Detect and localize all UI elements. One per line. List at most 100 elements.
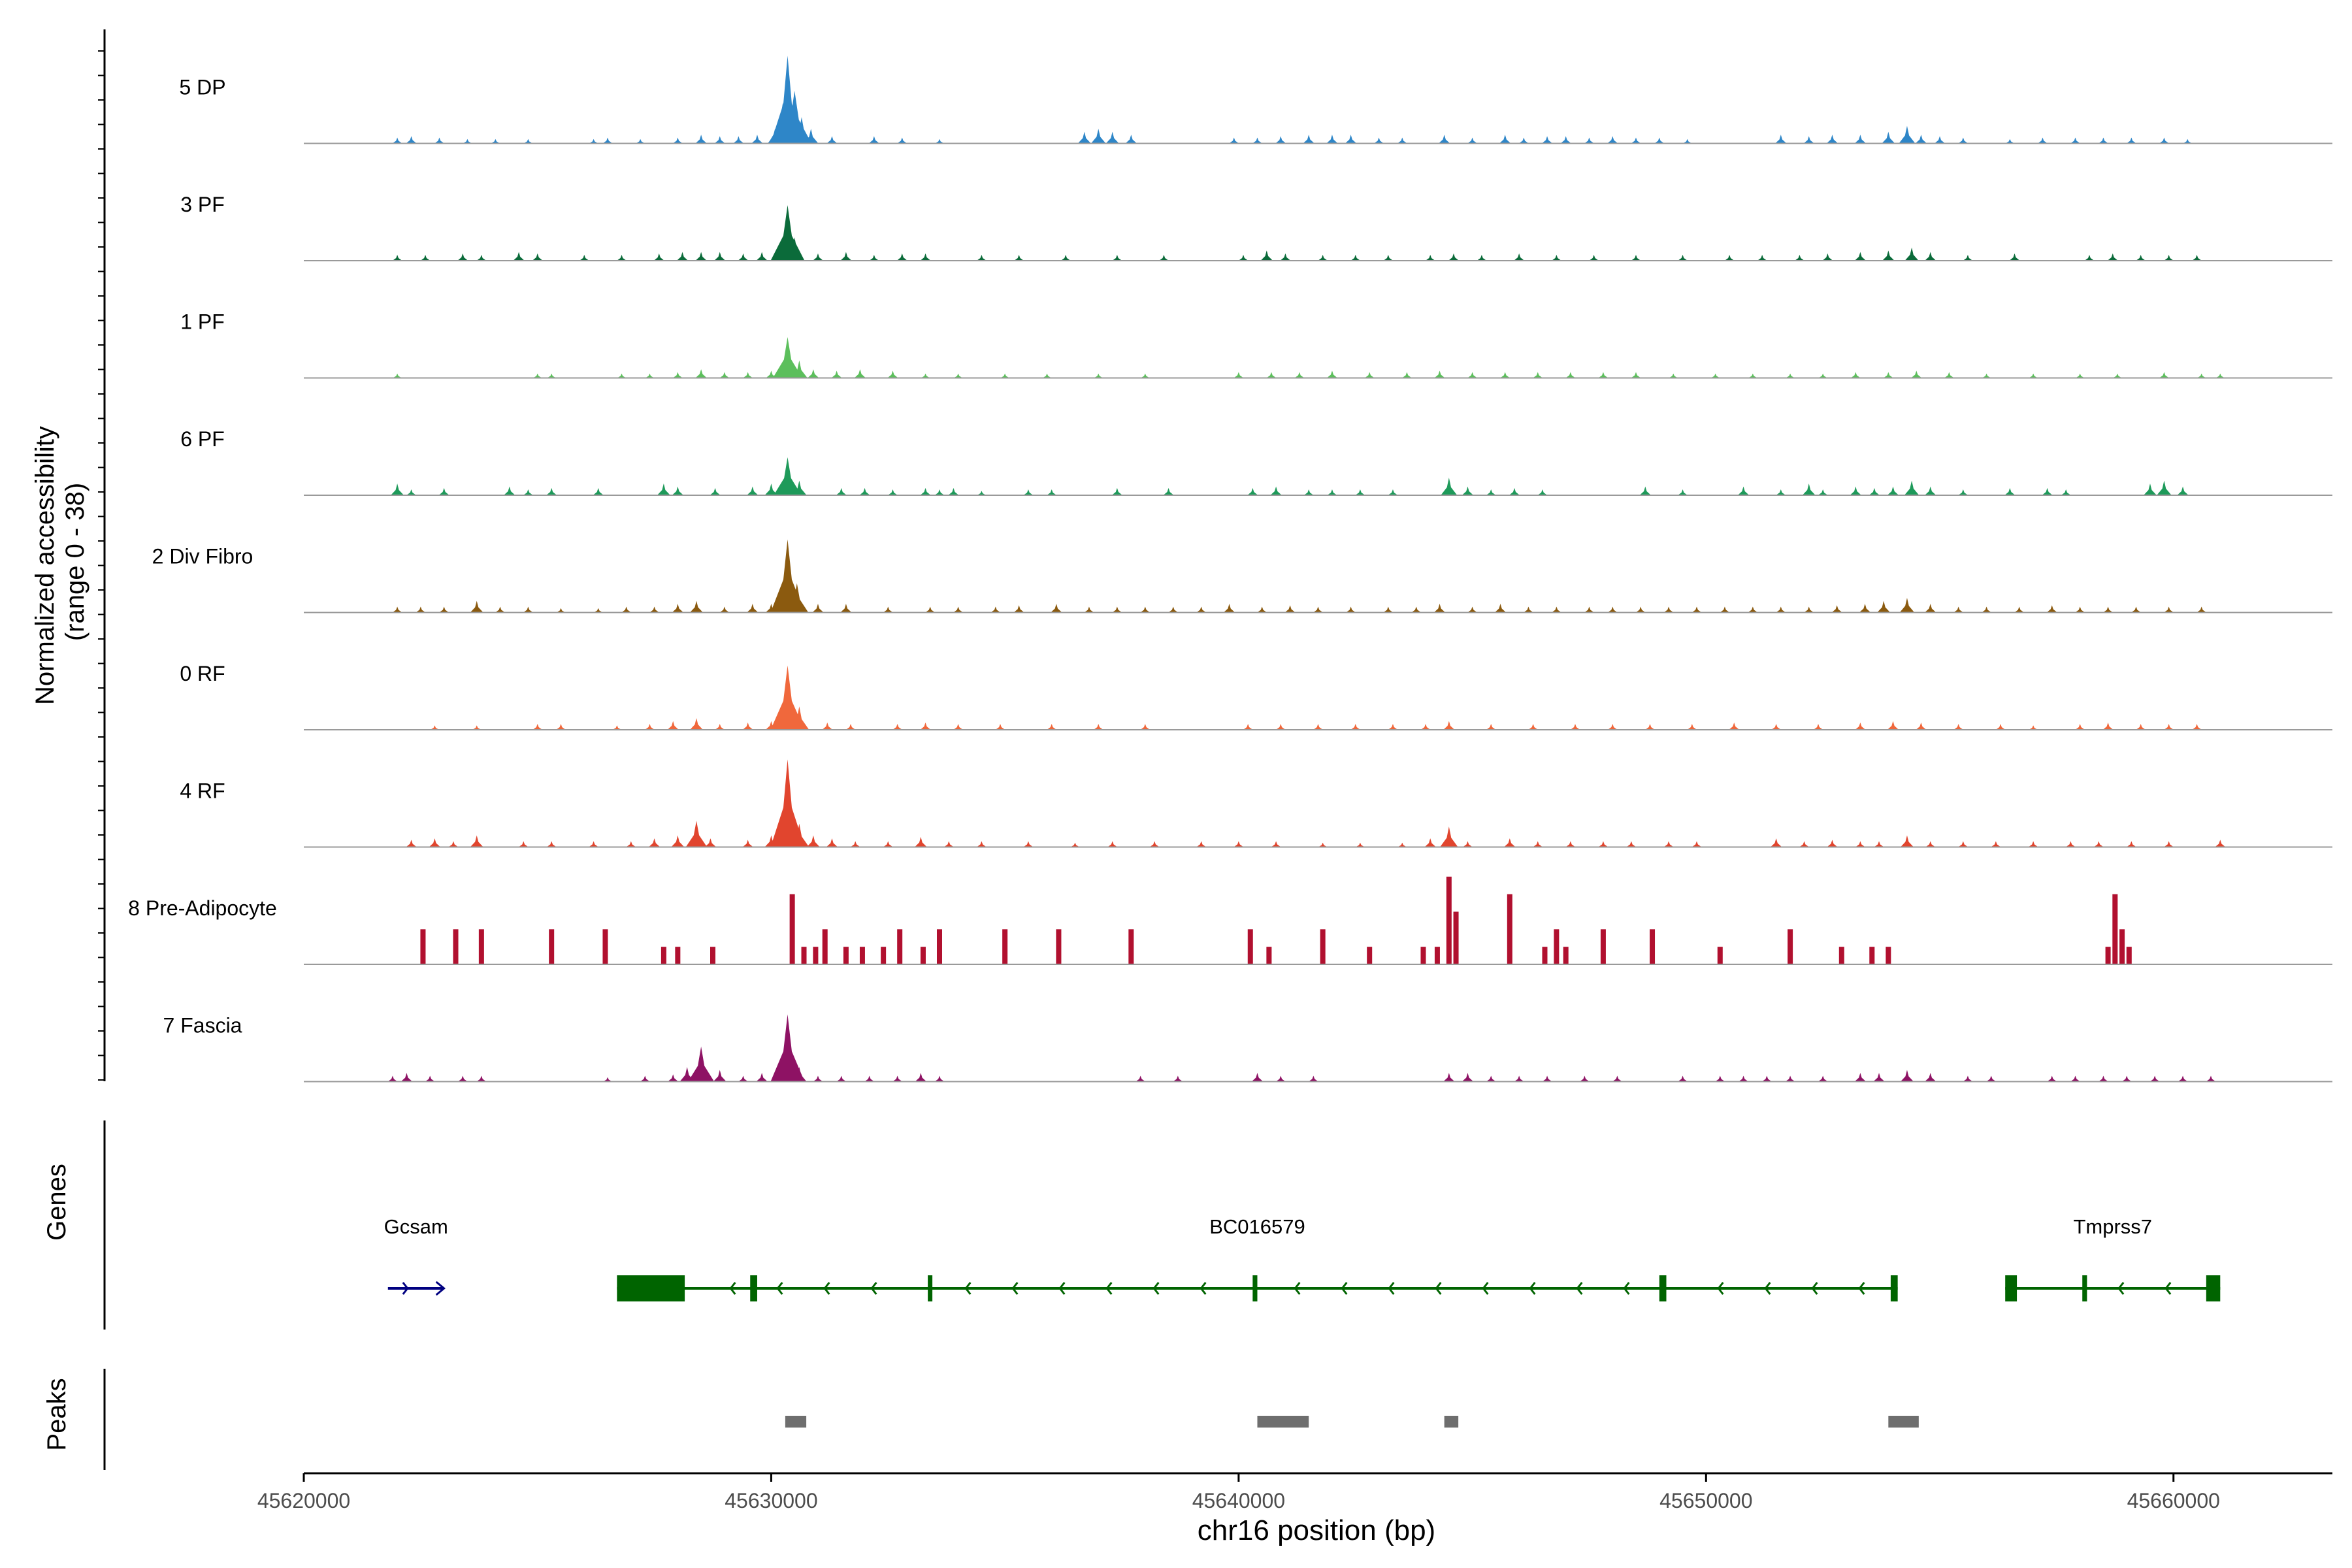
coverage-peak (1467, 372, 1478, 378)
coverage-peak (854, 369, 866, 378)
coverage-peak (1831, 605, 1842, 613)
coverage-peak (976, 841, 987, 847)
coverage-peak (719, 606, 730, 613)
coverage-peak (2192, 255, 2202, 261)
coverage-peak (766, 370, 777, 378)
x-tick-label: 45620000 (257, 1489, 350, 1512)
coverage-peak (1900, 1070, 1914, 1082)
coverage-peak (1443, 721, 1455, 730)
coverage-peak (1771, 724, 1782, 730)
coverage-peak (1724, 255, 1735, 261)
coverage-peak (883, 606, 893, 613)
coverage-peak (1982, 606, 1992, 613)
coverage-peak (616, 255, 627, 261)
coverage-peak (733, 136, 744, 144)
coverage-peak (1499, 135, 1511, 144)
coverage-peak (1252, 137, 1262, 144)
coverage-bar (1600, 929, 1606, 964)
coverage-peak (1589, 255, 1599, 261)
coverage-peak (887, 370, 898, 378)
coverage-peak (672, 372, 683, 378)
coverage-peak (672, 604, 684, 613)
gene-exon (2005, 1275, 2017, 1301)
coverage-peak (1397, 137, 1407, 144)
coverage-peak (1275, 724, 1286, 730)
coverage-peak (803, 129, 819, 144)
coverage-bar (789, 894, 795, 964)
coverage-peak (657, 483, 670, 495)
coverage-peak (2159, 137, 2169, 144)
coverage-bar (1367, 947, 1373, 964)
coverage-peak (743, 372, 753, 378)
track-5: 2 Div Fibro (152, 539, 2332, 613)
y-axis-title-line-1: Normalized accessibility (31, 426, 59, 705)
coverage-peak (1924, 1073, 1936, 1082)
coverage-peak (1514, 253, 1525, 261)
coverage-peak (2192, 724, 2202, 730)
coverage-peak (1135, 1075, 1146, 1082)
coverage-bar (2119, 929, 2125, 964)
strand-arrow (1152, 1282, 1160, 1295)
coverage-peak (2215, 840, 2226, 847)
gene-BC016579: BC016579 (617, 1215, 1898, 1301)
coverage-peak (1882, 131, 1895, 144)
coverage-peak (1924, 486, 1936, 495)
coverage-bar (1434, 947, 1440, 964)
coverage-peak (1958, 489, 1968, 495)
gene-Gcsam: Gcsam (384, 1215, 448, 1296)
coverage-peak (836, 1075, 847, 1082)
coverage-peak (1953, 606, 1964, 613)
coverage-peak (636, 139, 645, 144)
coverage-peak (1494, 604, 1507, 613)
gene-exon (2082, 1275, 2087, 1301)
coverage-peak (864, 1075, 875, 1082)
coverage-peak (1924, 604, 1936, 613)
coverage-peak (770, 1014, 805, 1082)
track-3: 1 PF (180, 310, 2332, 379)
coverage-peak (1441, 478, 1458, 495)
coverage-peak (1425, 255, 1435, 261)
coverage-peak (1631, 372, 1641, 378)
coverage-peak (689, 600, 703, 613)
coverage-peak (1963, 1075, 1973, 1082)
coverage-peak (948, 487, 959, 495)
coverage-peak (1542, 1075, 1552, 1082)
strand-arrow (729, 1282, 736, 1295)
coverage-bar (1886, 947, 1891, 964)
coverage-peak (1303, 135, 1315, 144)
strand-arrow (2117, 1282, 2125, 1295)
track-4: 6 PF (180, 427, 2332, 496)
coverage-peak (2029, 725, 2038, 730)
coverage-peak (695, 369, 707, 378)
coverage-peak (406, 489, 417, 495)
coverage-bar (675, 947, 681, 964)
coverage-peak (602, 137, 613, 144)
track-label: 7 Fascia (163, 1014, 242, 1037)
strand-arrow (1529, 1282, 1536, 1295)
coverage-peak (1757, 255, 1767, 261)
coverage-peak (2197, 606, 2207, 613)
coverage-peak (1397, 842, 1407, 847)
coverage-peak (990, 606, 1001, 613)
coverage-peak (883, 841, 893, 847)
coverage-peak (772, 336, 803, 378)
coverage-peak (1854, 1073, 1867, 1082)
coverage-peak (1257, 606, 1267, 613)
coverage-peak (791, 117, 813, 144)
coverage-peak (887, 489, 898, 495)
coverage-peak (1739, 1075, 1749, 1082)
coverage-peak (1748, 606, 1758, 613)
coverage-peak (1112, 255, 1122, 261)
coverage-peak (1565, 372, 1576, 378)
coverage-peak (704, 838, 717, 847)
coverage-peak (1094, 373, 1103, 378)
strand-arrow (1341, 1282, 1348, 1295)
coverage-bar (1554, 929, 1560, 964)
coverage-peak (977, 491, 987, 495)
coverage-peak (1991, 841, 2001, 847)
coverage-peak (463, 139, 472, 144)
coverage-peak (1899, 598, 1915, 613)
coverage-peak (1509, 487, 1520, 495)
coverage-peak (640, 1075, 650, 1082)
coverage-peak (1388, 489, 1398, 495)
